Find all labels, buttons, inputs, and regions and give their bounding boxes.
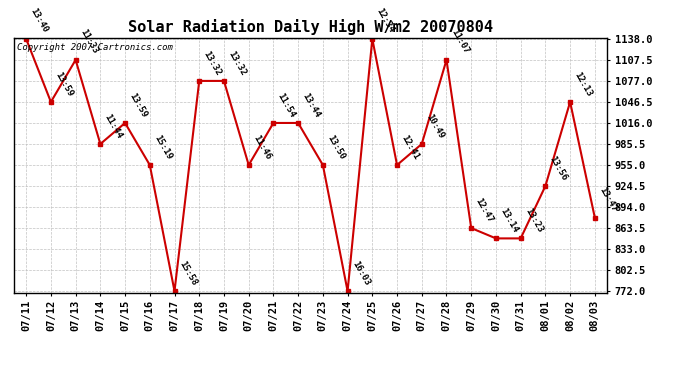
Text: 11:33: 11:33 <box>78 28 99 56</box>
Text: 13:32: 13:32 <box>201 49 223 77</box>
Text: 15:19: 15:19 <box>152 133 173 161</box>
Text: 13:44: 13:44 <box>301 91 322 119</box>
Text: 12:13: 12:13 <box>573 70 594 98</box>
Text: 13:59: 13:59 <box>53 70 75 98</box>
Text: 13:14: 13:14 <box>498 207 520 234</box>
Text: 12:41: 12:41 <box>400 133 421 161</box>
Text: 13:40: 13:40 <box>29 7 50 35</box>
Text: 13:56: 13:56 <box>548 154 569 182</box>
Text: 11:07: 11:07 <box>449 28 470 56</box>
Text: 13:32: 13:32 <box>226 49 248 77</box>
Text: 10:49: 10:49 <box>424 112 446 140</box>
Text: 15:58: 15:58 <box>177 259 198 287</box>
Text: 16:03: 16:03 <box>350 259 371 287</box>
Text: 13:47: 13:47 <box>598 186 618 214</box>
Text: Copyright 2007 Cartronics.com: Copyright 2007 Cartronics.com <box>17 43 172 52</box>
Text: 12:47: 12:47 <box>474 196 495 224</box>
Text: 11:54: 11:54 <box>276 91 297 119</box>
Text: 13:59: 13:59 <box>128 91 149 119</box>
Text: 11:46: 11:46 <box>251 133 273 161</box>
Title: Solar Radiation Daily High W/m2 20070804: Solar Radiation Daily High W/m2 20070804 <box>128 19 493 35</box>
Text: 13:50: 13:50 <box>326 133 346 161</box>
Text: 12:34: 12:34 <box>375 7 396 35</box>
Text: 13:23: 13:23 <box>523 207 544 234</box>
Text: 11:44: 11:44 <box>103 112 124 140</box>
